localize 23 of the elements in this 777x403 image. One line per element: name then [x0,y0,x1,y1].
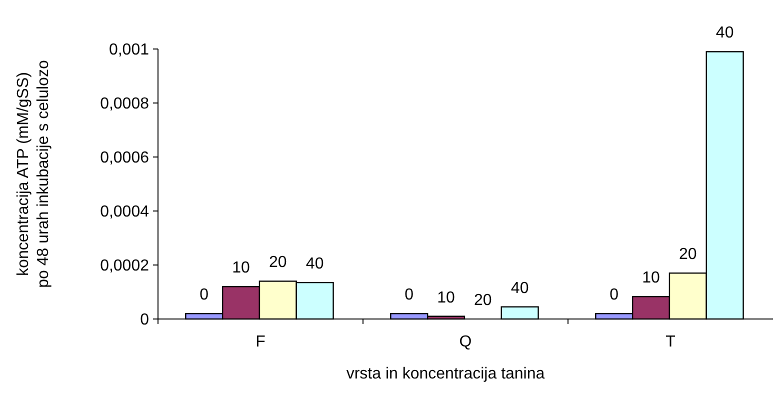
series-label: 20 [269,254,287,272]
series-label: 0 [200,286,209,304]
text: 20 [474,292,492,309]
y-tick-label: 0,0002 [100,258,150,275]
x-axis-title: vrsta in koncentracija tanina [346,366,545,383]
x-tick-label: F [256,334,266,351]
x-tick-label: T [666,334,676,351]
text: 10 [642,270,660,287]
text: 20 [679,246,697,264]
text: 40 [716,24,734,42]
y-axis-title: koncentracija ATP (mM/gSS) po 48 urah inkubacije s celulozo [15,60,52,288]
series-label: 10 [232,260,250,277]
y-tick-label: 0,0004 [100,204,150,221]
y-tick-label: 0,001 [108,42,150,59]
y-tick-label: 0,0006 [100,150,150,167]
x-tick-label: Q [459,334,472,351]
text: 0 [610,286,619,304]
series-label: 40 [306,256,324,273]
text: 40 [510,280,529,297]
y-tick-label: 0 [140,312,150,329]
text: 0 [404,286,414,304]
y-tick-label: 0,0008 [100,96,150,113]
text: 10 [437,289,455,306]
